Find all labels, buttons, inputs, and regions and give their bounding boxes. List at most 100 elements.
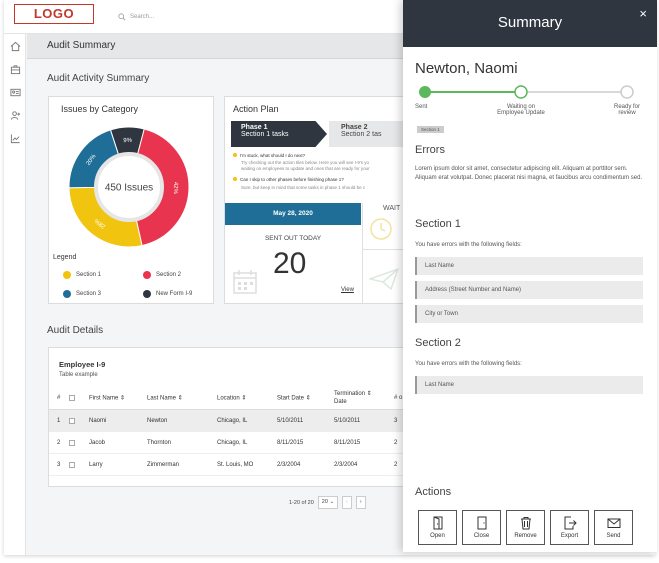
issues-card: Issues by Category 9% 42% 28% 20% 450 Issues…	[48, 96, 214, 304]
report-icon	[10, 133, 20, 143]
search-icon	[118, 13, 126, 21]
cell-first-name: Jacob	[89, 439, 106, 446]
col-last-name[interactable]: Last Name ⇕	[147, 395, 183, 401]
phase-1-step[interactable]: Phase 1 Section 1 tasks	[231, 121, 327, 147]
send-paper-plane-icon	[369, 267, 399, 291]
briefcase-icon	[10, 64, 20, 74]
donut-center-label: 450 Issues	[105, 183, 153, 194]
bullet-dot	[233, 177, 237, 181]
cell-location: St. Louis, MO	[217, 461, 254, 468]
waiting-tile-label: WAIT	[383, 205, 401, 212]
legend-swatch	[63, 290, 71, 298]
cell-location: Chicago, IL	[217, 439, 248, 446]
phase-1-title: Phase 1	[241, 124, 268, 131]
col-first-name[interactable]: First Name ⇕	[89, 395, 126, 401]
trash-icon	[520, 517, 531, 530]
error-field-city[interactable]: City or Town	[415, 305, 643, 323]
action-plan-title: Action Plan	[233, 104, 279, 114]
next-page-button[interactable]: ›	[355, 496, 366, 509]
send-button[interactable]: Send	[594, 510, 633, 545]
cell-count: 2	[394, 461, 398, 468]
col-start-date[interactable]: Start Date ⇕	[277, 395, 311, 401]
legend-swatch	[143, 271, 151, 279]
legend-item-section-2: Section 2	[143, 271, 181, 279]
issues-donut-chart: 9%42%28%20%450 Issues	[68, 126, 190, 248]
error-field-last-name-2[interactable]: Last Name	[415, 376, 643, 394]
col-location[interactable]: Location ⇕	[217, 395, 247, 401]
legend-label: New Form I-9	[156, 291, 193, 297]
row-num: 1	[57, 417, 61, 424]
error-field-address[interactable]: Address (Street Number and Name)	[415, 281, 643, 299]
alarm-clock-icon	[370, 218, 392, 240]
sort-icon: ⇕	[241, 395, 247, 401]
phase-2-subtitle: Section 2 tas	[341, 131, 382, 138]
nav-id-card[interactable]	[4, 81, 26, 103]
view-link[interactable]: View	[341, 287, 354, 293]
open-button[interactable]: Open	[418, 510, 457, 545]
nav-report[interactable]	[4, 127, 26, 149]
search-placeholder: Search...	[130, 14, 155, 20]
actions-title: Actions	[415, 486, 452, 498]
remove-button[interactable]: Remove	[506, 510, 545, 545]
nav-user-add[interactable]	[4, 104, 26, 126]
close-button[interactable]: Close	[462, 510, 501, 545]
error-field-last-name[interactable]: Last Name	[415, 257, 643, 275]
status-stepper	[419, 85, 634, 99]
table-row[interactable]: 3 Larry Zimmerman St. Louis, MO 2/3/2004…	[49, 454, 404, 476]
pager-range: 1-20 of 20	[289, 499, 314, 506]
cell-last-name: Newton	[147, 417, 168, 424]
faq-question-2: Can I skip to other phases before finish…	[233, 177, 344, 182]
nav-briefcase[interactable]	[4, 58, 26, 80]
home-icon	[10, 41, 20, 51]
select-all-checkbox[interactable]	[69, 394, 75, 401]
legend-label: Section 2	[156, 272, 182, 278]
sent-out-label: SENT OUT TODAY	[264, 235, 322, 242]
summary-header: Summary ×	[403, 0, 657, 47]
phase-1-subtitle: Section 1 tasks	[241, 131, 289, 138]
cell-last-name: Thornton	[147, 439, 172, 446]
table-subtitle: Table example	[59, 372, 98, 378]
employee-name: Newton, Naomi	[415, 60, 518, 77]
legend-swatch	[63, 271, 71, 279]
phase-2-step[interactable]: Phase 2 Section 2 tas	[329, 121, 409, 147]
door-open-icon	[433, 516, 442, 530]
action-plan-card: Action Plan Phase 1 Section 1 tasks Phas…	[224, 96, 414, 304]
activity-section-title: Audit Activity Summary	[47, 73, 150, 84]
prev-page-button[interactable]: ‹	[342, 496, 352, 509]
legend-label: Section 1	[76, 272, 102, 278]
section-2-title: Section 2	[415, 337, 461, 349]
page-size-select[interactable]: 20 ⌄	[317, 496, 339, 509]
legend-item-new-form-i9: New Form I-9	[143, 290, 192, 298]
col-termination-date[interactable]: Termination ⇕ Date	[334, 390, 372, 405]
cell-first-name: Larry	[89, 461, 103, 468]
employee-table-card: Employee I-9 Table example # First Name …	[48, 347, 408, 487]
summary-panel: Summary × Newton, Naomi Sent Waiting on …	[403, 0, 657, 552]
cell-location: Chicago, IL	[217, 417, 248, 424]
table-title: Employee I-9	[59, 360, 106, 369]
cell-last-name: Zimmerman	[147, 461, 180, 468]
export-icon	[564, 516, 577, 530]
nav-home[interactable]	[4, 35, 26, 57]
table-row[interactable]: 2 Jacob Thornton Chicago, IL 8/11/2015 8…	[49, 432, 404, 454]
logo: LOGO	[14, 4, 94, 24]
table-row[interactable]: 1 Naomi Newton Chicago, IL 5/10/2011 5/1…	[49, 410, 404, 432]
summary-title: Summary	[497, 14, 563, 31]
row-checkbox[interactable]	[69, 439, 75, 446]
row-checkbox[interactable]	[69, 417, 75, 424]
page-title: Audit Summary	[47, 40, 116, 51]
left-nav	[4, 34, 26, 555]
section-1-title: Section 1	[415, 218, 461, 230]
section-1-text: You have errors with the following field…	[415, 242, 522, 248]
errors-title: Errors	[415, 144, 445, 156]
legend-label: Section 3	[76, 291, 102, 297]
row-num: 3	[57, 461, 61, 468]
faq-answer-1a: Try checking out the action tiles below.…	[241, 160, 370, 165]
chevron-down-icon: ⌄	[329, 499, 335, 505]
user-add-icon	[10, 110, 20, 120]
export-button[interactable]: Export	[550, 510, 589, 545]
close-icon[interactable]: ×	[639, 6, 647, 21]
search-input[interactable]: Search...	[118, 13, 154, 21]
row-checkbox[interactable]	[69, 461, 75, 468]
donut-center	[94, 152, 164, 222]
legend-swatch	[143, 290, 151, 298]
